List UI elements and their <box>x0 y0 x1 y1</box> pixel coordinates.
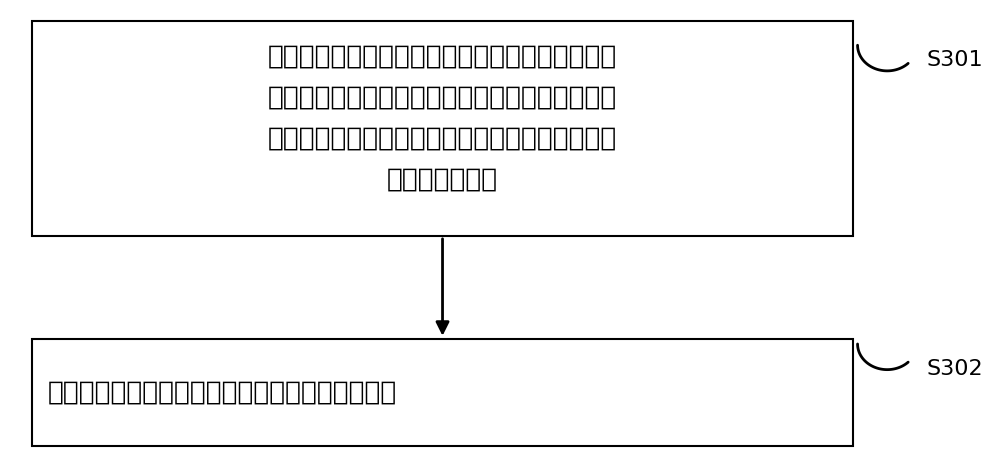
Text: 器温度异常信息: 器温度异常信息 <box>387 167 498 193</box>
Text: S302: S302 <box>927 359 983 379</box>
Text: 根据变压器的运行信息，判断运行信息是否包含异: 根据变压器的运行信息，判断运行信息是否包含异 <box>268 43 617 69</box>
Text: 若运行信息包含异常信息，则提示变压器运行异常: 若运行信息包含异常信息，则提示变压器运行异常 <box>47 379 396 405</box>
Text: 油色谱异常信息、变压器接地电流异常信息、变压: 油色谱异常信息、变压器接地电流异常信息、变压 <box>268 126 617 152</box>
FancyBboxPatch shape <box>32 21 853 236</box>
Text: S301: S301 <box>927 50 983 70</box>
FancyBboxPatch shape <box>32 338 853 446</box>
Text: 常信息，异常信息包括局部放电异常信息、变压器: 常信息，异常信息包括局部放电异常信息、变压器 <box>268 84 617 110</box>
